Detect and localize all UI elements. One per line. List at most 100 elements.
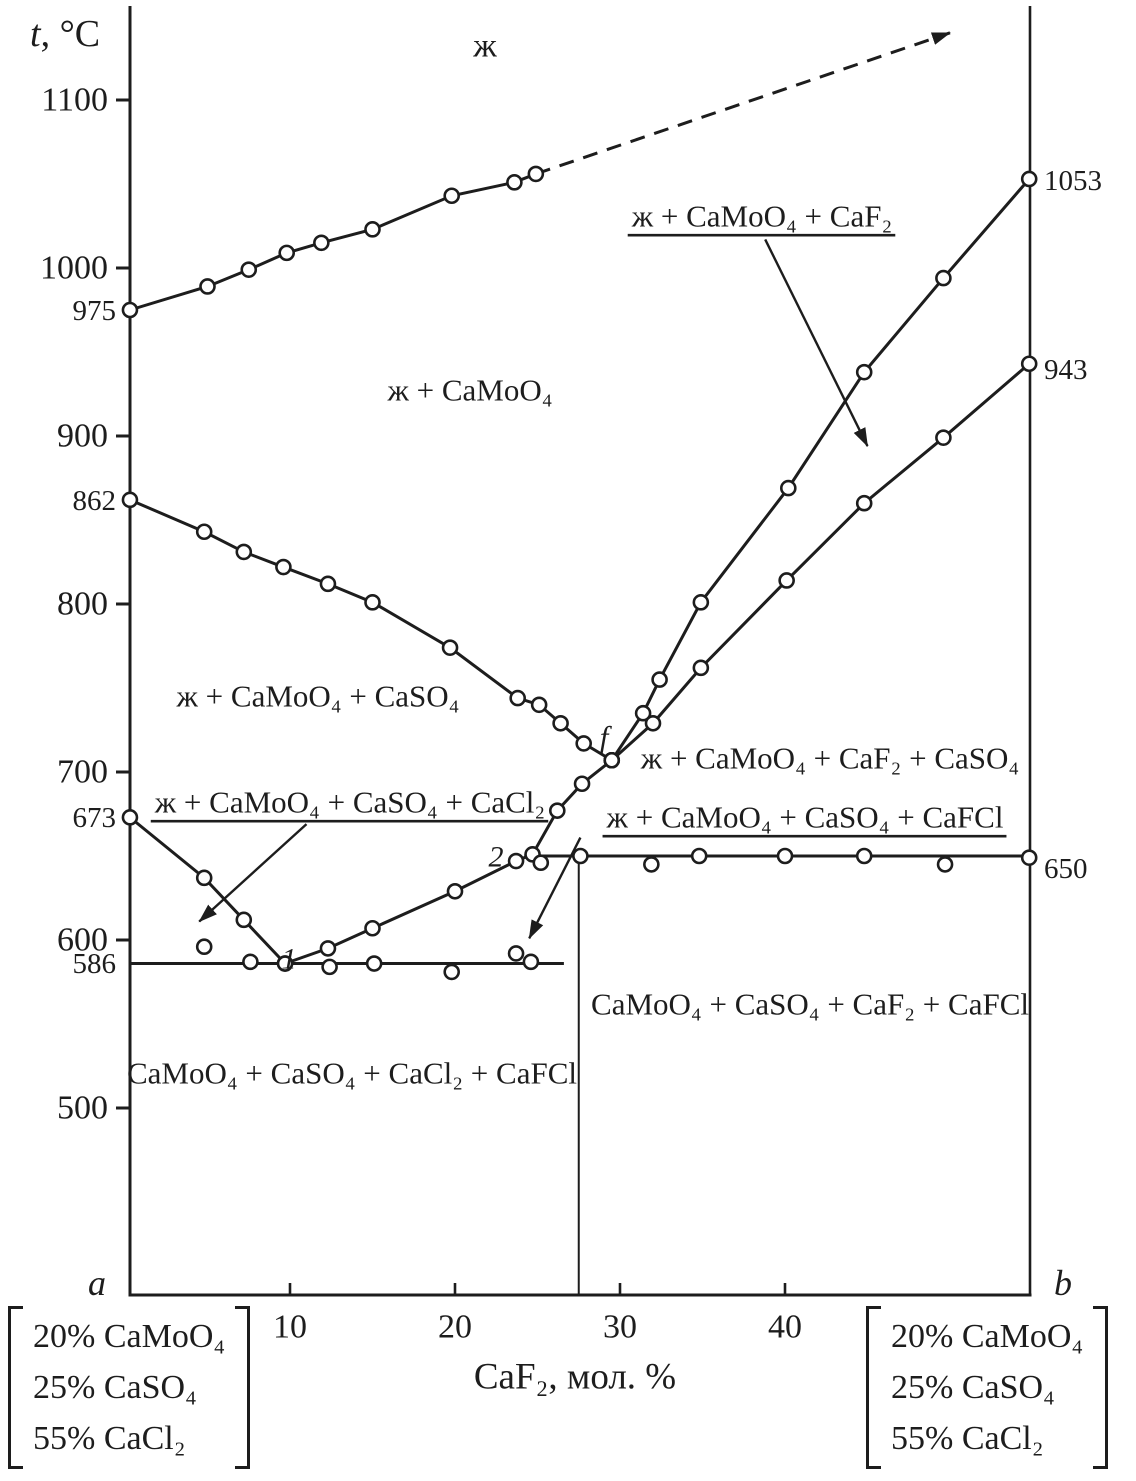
data-point bbox=[319, 575, 337, 593]
data-point bbox=[507, 945, 525, 962]
data-point bbox=[575, 735, 593, 752]
edge-value-943: 943 bbox=[1044, 354, 1088, 386]
close-bracket-icon bbox=[235, 1306, 251, 1469]
data-point bbox=[275, 558, 292, 576]
region-label-liquid-camoo4-caso4: ж + CaMoO₄ + CaSO₄ bbox=[176, 679, 460, 714]
region-label-liquid-camoo4-caf2-caso4: ж + CaMoO₄ + CaF₂ + CaSO₄ bbox=[640, 741, 1019, 776]
data-point bbox=[651, 671, 668, 688]
y-axis-tick-label-1000: 1000 bbox=[40, 250, 108, 287]
data-point bbox=[778, 572, 795, 589]
arrow-to-cafcl-region bbox=[528, 836, 582, 940]
region-label-liquid-camoo4-caso4-cacl2: ж + CaMoO₄ + CaSO₄ + CaCl₂ bbox=[154, 785, 545, 820]
edge-value-586: 586 bbox=[73, 948, 117, 980]
region-label-liquid-camoo4-caf2: ж + CaMoO₄ + CaF₂ bbox=[631, 199, 893, 234]
data-point bbox=[121, 301, 139, 319]
edge-value-975: 975 bbox=[73, 295, 117, 327]
data-point bbox=[573, 775, 591, 793]
data-point bbox=[441, 639, 459, 656]
point-label-1: 1 bbox=[282, 943, 297, 976]
region-label-liquid-camoo4: ж + CaMoO₄ bbox=[386, 373, 552, 408]
data-point bbox=[364, 221, 381, 238]
data-point bbox=[276, 955, 294, 972]
data-point bbox=[195, 869, 213, 887]
data-point bbox=[1020, 355, 1038, 373]
data-point bbox=[319, 940, 337, 957]
y-axis-title: t, °C bbox=[30, 13, 100, 55]
series-liquidus bbox=[129, 172, 537, 312]
arrow-to-caf2-region bbox=[764, 238, 869, 447]
data-point bbox=[446, 882, 464, 900]
series-liquidus-extrapolated bbox=[535, 31, 951, 176]
data-point bbox=[507, 852, 525, 870]
data-point bbox=[572, 847, 589, 865]
data-point bbox=[443, 963, 461, 981]
composition-line: 25% CaSO₄ bbox=[33, 1369, 197, 1406]
data-point bbox=[1020, 170, 1038, 188]
data-point bbox=[195, 938, 213, 956]
data-point bbox=[506, 174, 523, 191]
data-point bbox=[692, 594, 710, 611]
data-point bbox=[365, 955, 383, 972]
data-point bbox=[443, 187, 461, 205]
open-bracket-icon bbox=[8, 1306, 23, 1469]
composition-line: 55% CaCl₂ bbox=[33, 1420, 186, 1457]
data-point bbox=[121, 491, 139, 509]
composition-bracket-left: 20% CaMoO₄ 25% CaSO₄ 55% CaCl₂ bbox=[8, 1306, 251, 1469]
data-point bbox=[509, 689, 527, 707]
data-point bbox=[195, 523, 213, 541]
data-point bbox=[603, 751, 621, 769]
data-point bbox=[527, 165, 545, 183]
x-axis-tick-label-20: 20 bbox=[438, 1309, 472, 1346]
x-axis-title: CaF₂, мол. % bbox=[474, 1357, 676, 1398]
composition-line: 20% CaMoO₄ bbox=[33, 1318, 226, 1355]
data-point bbox=[690, 847, 708, 865]
data-point bbox=[779, 479, 797, 497]
x-axis-tick-label-30: 30 bbox=[603, 1309, 637, 1346]
corner-label-b: b bbox=[1054, 1263, 1072, 1303]
data-point bbox=[644, 714, 662, 732]
data-point bbox=[634, 704, 652, 722]
close-bracket-icon bbox=[1093, 1306, 1109, 1469]
data-point bbox=[1020, 849, 1038, 866]
data-point bbox=[935, 269, 952, 287]
composition-lines-right: 20% CaMoO₄ 25% CaSO₄ 55% CaCl₂ bbox=[881, 1306, 1093, 1469]
data-point bbox=[532, 854, 550, 872]
arrow-to-cacl2-region bbox=[198, 823, 308, 923]
y-axis-tick-label-900: 900 bbox=[57, 418, 108, 455]
point-label-f: f bbox=[600, 720, 613, 755]
composition-lines-left: 20% CaMoO₄ 25% CaSO₄ 55% CaCl₂ bbox=[23, 1306, 235, 1469]
composition-bracket-right: 20% CaMoO₄ 25% CaSO₄ 55% CaCl₂ bbox=[866, 1306, 1109, 1469]
corner-label-a: a bbox=[88, 1263, 106, 1303]
data-point bbox=[121, 809, 139, 826]
data-point bbox=[855, 847, 873, 865]
edge-value-673: 673 bbox=[73, 802, 117, 834]
data-point bbox=[776, 847, 794, 865]
data-point bbox=[313, 234, 330, 252]
data-point bbox=[242, 953, 259, 971]
composition-line: 55% CaCl₂ bbox=[891, 1420, 1044, 1457]
y-axis-tick-label-500: 500 bbox=[57, 1090, 108, 1127]
data-point bbox=[364, 594, 381, 611]
series-caf2-branch bbox=[610, 177, 1031, 762]
region-label-liquid: ж bbox=[472, 28, 497, 65]
data-point bbox=[235, 911, 253, 929]
data-point bbox=[278, 244, 296, 262]
data-point bbox=[321, 958, 338, 976]
data-point bbox=[240, 261, 258, 278]
region-label-solid-left: CaMoO₄ + CaSO₄ + CaCl₂ + CaFCl bbox=[127, 1056, 577, 1091]
y-axis-tick-label-1100: 1100 bbox=[41, 82, 108, 119]
data-point bbox=[643, 856, 660, 873]
data-point bbox=[522, 953, 540, 971]
composition-line: 25% CaSO₄ bbox=[891, 1369, 1055, 1406]
y-axis-tick-label-800: 800 bbox=[57, 586, 108, 623]
y-axis-tick-label-600: 600 bbox=[57, 922, 108, 959]
data-point bbox=[530, 696, 548, 714]
edge-value-650: 650 bbox=[1044, 853, 1088, 885]
series-caso4-branch bbox=[610, 362, 1031, 762]
open-bracket-icon bbox=[866, 1306, 881, 1469]
region-label-liquid-camoo4-caso4-cafcl: ж + CaMoO₄ + CaSO₄ + CaFCl bbox=[606, 800, 1004, 835]
data-point bbox=[552, 714, 569, 732]
data-point bbox=[235, 543, 253, 561]
